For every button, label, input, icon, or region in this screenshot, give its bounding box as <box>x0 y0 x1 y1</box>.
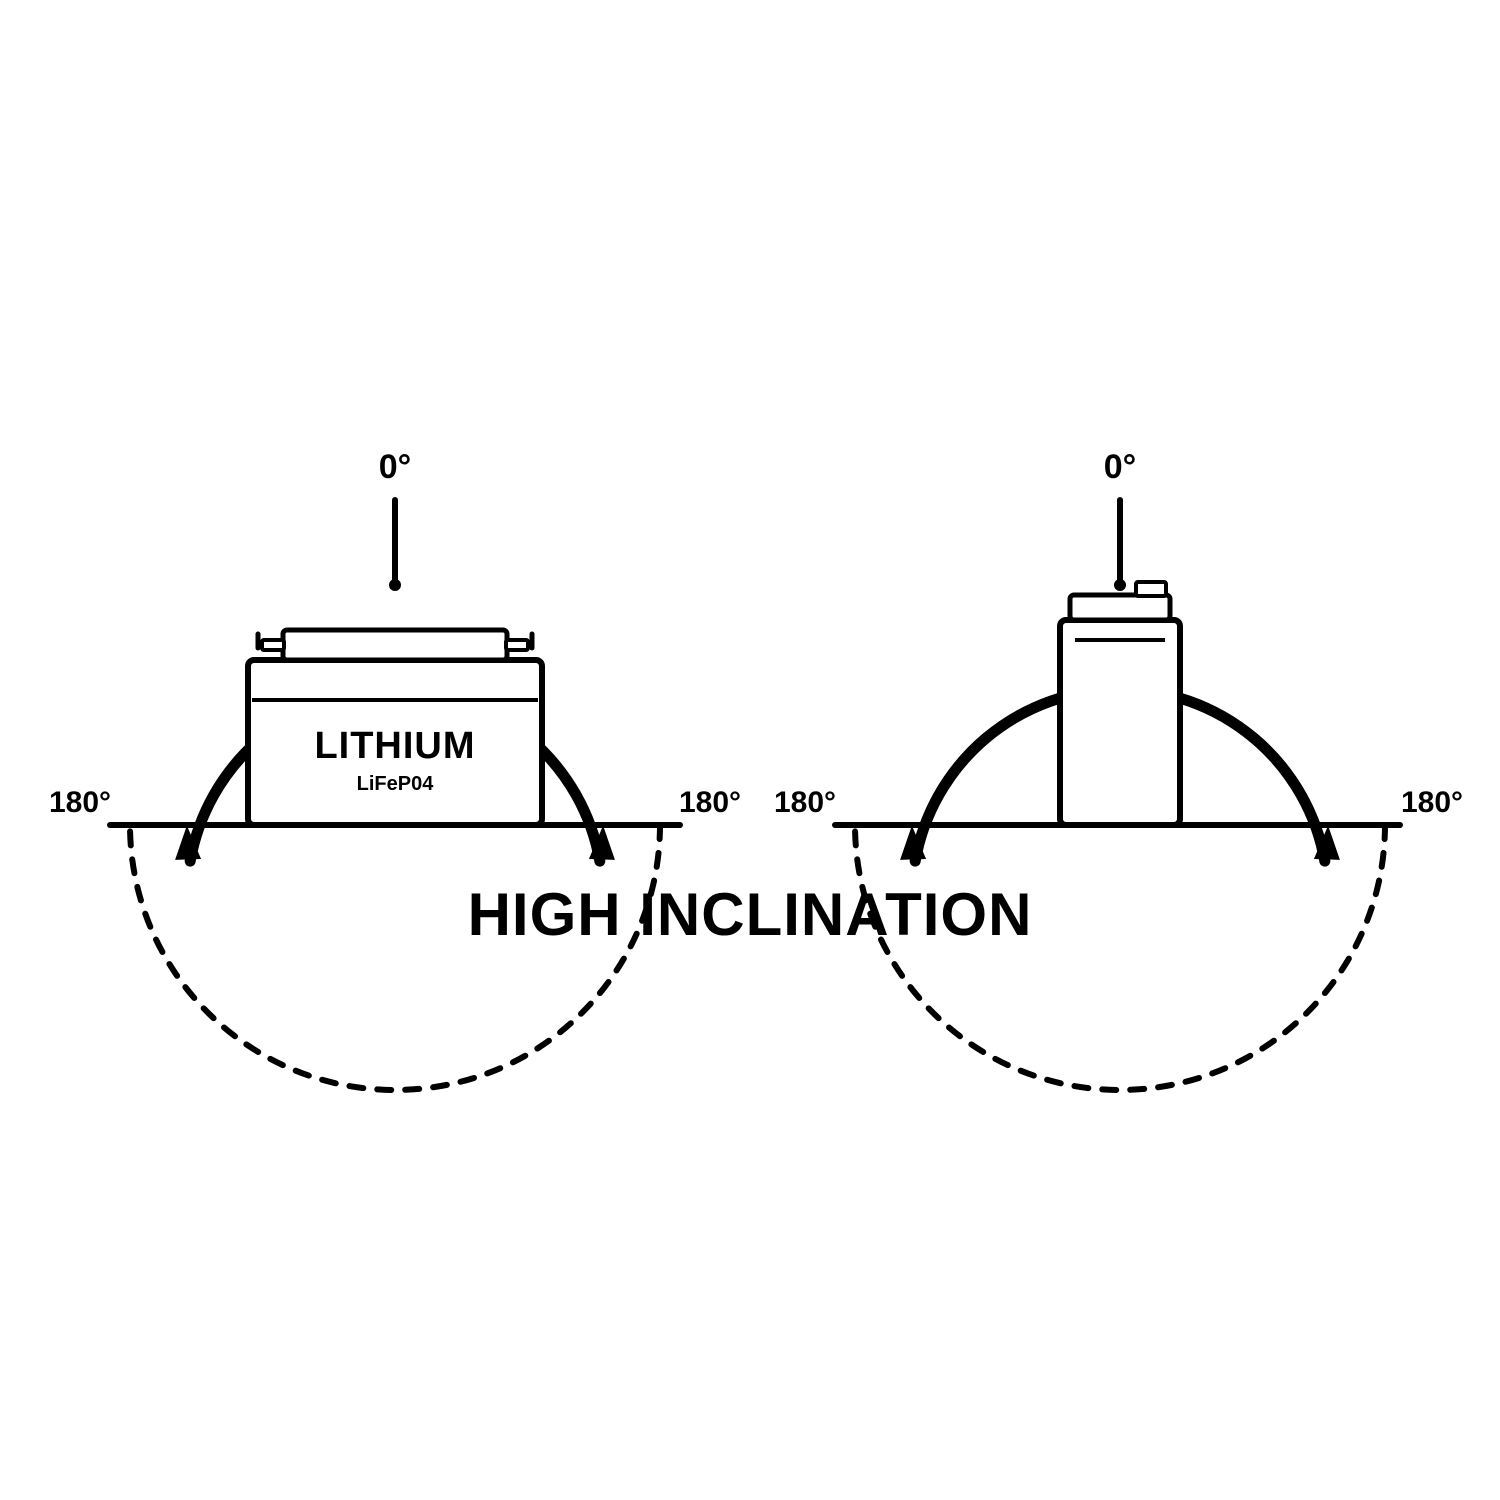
one-eighty-right-label: 180° <box>1401 786 1463 819</box>
diagram-title: HIGH INCLINATION <box>468 881 1033 948</box>
battery-lid <box>283 630 507 660</box>
one-eighty-left-label: 180° <box>49 786 111 819</box>
dashed-arc <box>130 825 660 1090</box>
battery-lid <box>1070 595 1170 620</box>
battery-body <box>1060 620 1180 825</box>
battery-cap <box>1136 582 1166 596</box>
one-eighty-left-label: 180° <box>774 786 836 819</box>
battery-terminal <box>506 640 528 650</box>
battery <box>1060 582 1180 825</box>
battery-text-lithium: LITHIUM <box>314 725 475 767</box>
zero-label: 0° <box>1104 448 1137 486</box>
battery-terminal <box>262 640 284 650</box>
battery: LITHIUM LiFeP04 <box>248 630 542 825</box>
one-eighty-right-label: 180° <box>679 786 741 819</box>
dashed-arc <box>855 825 1385 1090</box>
zero-indicator-dot <box>389 579 401 591</box>
zero-indicator-dot <box>1114 579 1126 591</box>
battery-text-lifepo4: LiFeP04 <box>357 773 435 795</box>
zero-label: 0° <box>379 448 412 486</box>
